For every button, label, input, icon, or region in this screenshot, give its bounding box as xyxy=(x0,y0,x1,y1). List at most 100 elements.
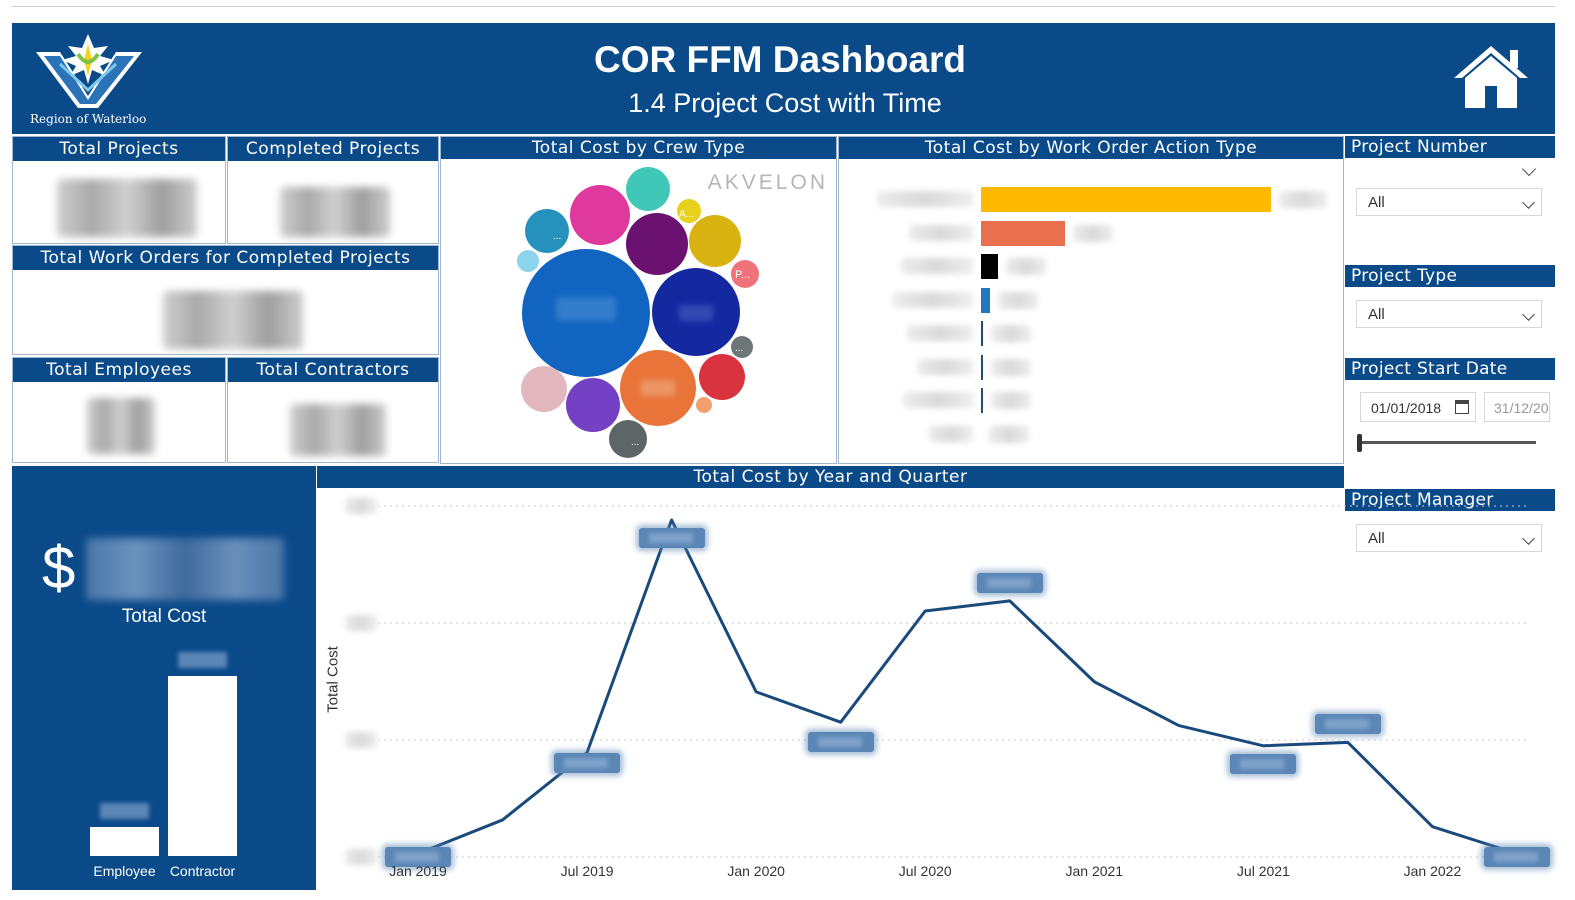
region-logo-icon xyxy=(36,34,142,108)
bubble-label: A... xyxy=(679,209,694,220)
work-order-data-label xyxy=(997,291,1038,309)
work-order-action-chart: Total Cost by Work Order Action Type xyxy=(838,136,1344,464)
chevron-down-icon xyxy=(1522,196,1535,209)
work-order-category-label xyxy=(903,392,973,408)
project-manager-value: All xyxy=(1368,530,1385,547)
project-type-dropdown[interactable]: All xyxy=(1356,300,1542,328)
project-manager-dropdown[interactable]: All xyxy=(1356,524,1542,552)
employee-contractor-bars: Employee Contractor xyxy=(12,466,316,890)
work-order-category-label xyxy=(893,291,973,308)
page-subtitle: 1.4 Project Cost with Time xyxy=(628,88,942,118)
kpi-total-contractors: Total Contractors xyxy=(227,357,439,463)
end-date-input[interactable]: 31/12/20 xyxy=(1484,392,1550,422)
home-button[interactable] xyxy=(1450,40,1532,112)
bubble[interactable] xyxy=(626,167,670,211)
kpi-total-work-orders: Total Work Orders for Completed Projects xyxy=(12,245,439,355)
work-order-data-label xyxy=(991,392,1032,409)
work-order-data-label xyxy=(989,425,1029,443)
kpi-completed-projects-title: Completed Projects xyxy=(228,137,438,161)
bubble[interactable] xyxy=(677,199,701,223)
kpi-total-employees-title: Total Employees xyxy=(13,358,225,382)
work-order-data-label xyxy=(991,325,1032,342)
chevron-down-icon xyxy=(1522,308,1535,321)
work-order-category-label xyxy=(929,425,973,442)
work-order-bar[interactable] xyxy=(981,354,984,380)
work-order-bar[interactable] xyxy=(981,287,990,313)
cost-bar-category-label: Employee xyxy=(93,863,156,879)
bubble-label: ... xyxy=(631,437,639,448)
bubble[interactable] xyxy=(689,215,741,267)
currency-symbol: $ xyxy=(42,534,76,601)
work-order-data-label xyxy=(1279,191,1327,208)
work-order-category-label xyxy=(907,325,973,341)
bubble-label: ... xyxy=(735,343,743,354)
work-order-bar[interactable] xyxy=(981,321,984,346)
akvelon-watermark: AKVELON xyxy=(707,171,828,194)
bubble[interactable] xyxy=(699,354,745,400)
bubble[interactable] xyxy=(696,397,712,413)
bubble[interactable] xyxy=(525,209,569,253)
total-cost-value xyxy=(86,538,284,600)
work-order-bar[interactable] xyxy=(981,220,1066,246)
crew-type-chart-title: Total Cost by Crew Type xyxy=(441,137,836,159)
bubble[interactable] xyxy=(731,336,753,358)
total-cost-panel: $ Total Cost Employee Contractor xyxy=(12,466,316,890)
date-range-slider-track[interactable] xyxy=(1360,441,1536,444)
bubble[interactable] xyxy=(609,420,647,458)
total-cost-label: Total Cost xyxy=(121,606,207,627)
project-manager-label: Project Manager xyxy=(1345,489,1555,511)
bubble[interactable] xyxy=(566,378,620,432)
bubble[interactable] xyxy=(517,250,539,272)
kpi-total-projects-title: Total Projects xyxy=(13,137,225,161)
project-number-dropdown[interactable]: All xyxy=(1356,188,1542,216)
work-order-bar[interactable] xyxy=(981,187,1271,212)
bubble[interactable] xyxy=(570,185,630,245)
work-order-data-label xyxy=(1006,258,1047,275)
kpi-total-contractors-title: Total Contractors xyxy=(228,358,438,382)
work-order-bars xyxy=(839,137,1345,465)
work-order-bar[interactable] xyxy=(981,388,984,413)
kpi-total-work-orders-value xyxy=(163,291,303,349)
bubble[interactable] xyxy=(521,366,567,412)
kpi-total-contractors-value xyxy=(290,404,386,456)
work-order-category-label xyxy=(877,191,973,207)
kpi-completed-projects-value xyxy=(280,187,390,237)
cost-bar-data-label xyxy=(178,652,227,668)
cost-bar-contractor[interactable] xyxy=(168,676,237,856)
cost-bar-employee[interactable] xyxy=(90,827,159,856)
bubble-plot: A... P... ... ... ... xyxy=(517,167,759,458)
project-type-label: Project Type xyxy=(1345,265,1555,287)
bubble-label: P... xyxy=(735,269,750,281)
header-bar xyxy=(12,23,1555,134)
region-logo-text: Region of Waterloo xyxy=(30,112,147,126)
work-order-bar[interactable] xyxy=(981,254,999,279)
kpi-total-employees-value xyxy=(87,398,155,454)
calendar-icon[interactable] xyxy=(1455,400,1469,414)
project-number-value: All xyxy=(1368,194,1385,211)
kpi-total-projects-value xyxy=(57,179,197,237)
crew-type-chart: Total Cost by Crew Type AKVELON A... P..… xyxy=(440,136,837,464)
start-date-value: 01/01/2018 xyxy=(1371,400,1442,416)
work-order-category-label xyxy=(901,258,973,274)
kpi-total-projects: Total Projects xyxy=(12,136,226,244)
kpi-total-employees: Total Employees xyxy=(12,357,226,463)
project-number-collapse-icon[interactable] xyxy=(1521,161,1537,177)
project-type-value: All xyxy=(1368,306,1385,323)
work-order-category-label xyxy=(909,224,973,241)
line-chart-panel: Total Cost by Year and Quarter xyxy=(317,466,1344,890)
date-range-slider-handle[interactable] xyxy=(1357,434,1362,452)
kpi-total-work-orders-title: Total Work Orders for Completed Projects xyxy=(13,246,438,270)
bubble[interactable] xyxy=(626,213,688,275)
cost-bar-category-label: Contractor xyxy=(169,863,236,879)
work-order-data-label xyxy=(1073,224,1114,242)
end-date-value: 31/12/20 xyxy=(1494,400,1549,416)
work-order-action-chart-title: Total Cost by Work Order Action Type xyxy=(839,137,1343,159)
bubble-label: ... xyxy=(553,231,561,242)
total-cost-line[interactable] xyxy=(417,518,1518,856)
page-title: COR FFM Dashboard xyxy=(593,39,967,80)
line-chart-title: Total Cost by Year and Quarter xyxy=(317,466,1344,488)
kpi-completed-projects: Completed Projects xyxy=(227,136,439,244)
start-date-input[interactable]: 01/01/2018 xyxy=(1360,392,1476,422)
project-start-date-label: Project Start Date xyxy=(1345,358,1555,380)
bubble[interactable] xyxy=(731,260,759,288)
